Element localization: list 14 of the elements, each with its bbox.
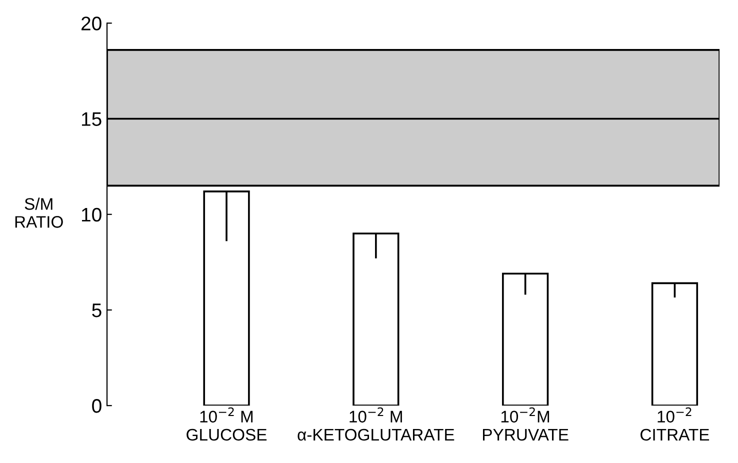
bar — [352, 232, 400, 406]
x-tick-label: 10$^{−2}$M PYRUVATE — [483, 407, 568, 441]
x-tick-label: 10$^{−2}$ CITRATE — [640, 407, 710, 441]
y-tick-label: 0 — [92, 399, 102, 413]
y-tick-label: 20 — [82, 16, 102, 30]
y-tick-label: 10 — [82, 208, 102, 222]
x-tick-label: 10$^{−2}$ M GLUCOSE — [186, 407, 267, 441]
y-axis-title: S/M RATIO — [15, 198, 63, 228]
bar — [502, 272, 549, 406]
y-tick-label: 15 — [82, 112, 102, 126]
x-tick-label: 10$^{−2}$ M α-KETOGLUTARATE — [298, 407, 454, 441]
bar — [651, 282, 698, 406]
y-tick-label: 5 — [92, 304, 102, 318]
bar — [203, 190, 250, 406]
